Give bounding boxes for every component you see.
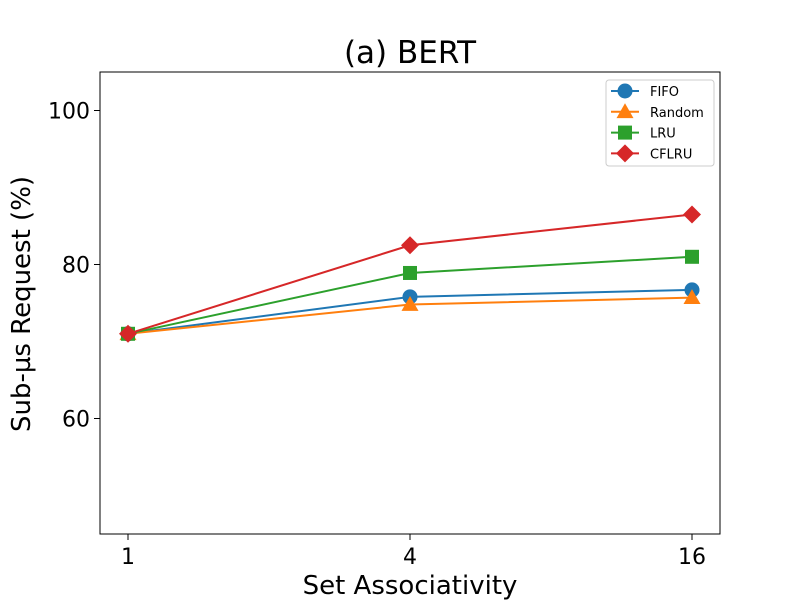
data-point — [119, 324, 137, 343]
legend-marker — [616, 144, 634, 163]
legend-label: LRU — [650, 127, 676, 142]
data-point — [401, 236, 419, 255]
data-point — [683, 289, 701, 304]
legend-box — [605, 79, 715, 167]
legend-marker — [617, 83, 633, 99]
x-tick-label: 4 — [403, 545, 417, 570]
chart-title: (a) BERT — [344, 35, 477, 71]
legend-label: CFLRU — [650, 147, 692, 162]
legend-label: FIFO — [650, 85, 679, 100]
data-point — [685, 249, 699, 264]
legend-item: FIFO — [611, 83, 679, 100]
legend-marker — [618, 125, 632, 140]
x-axis-label: Set Associativity — [303, 571, 518, 600]
data-point — [403, 265, 417, 280]
y-tick-label: 80 — [62, 254, 90, 279]
legend-item: LRU — [611, 125, 676, 142]
y-axis: 60 80 100 — [48, 100, 100, 433]
legend-item: CFLRU — [611, 144, 692, 163]
legend-marker — [616, 103, 634, 119]
data-point — [401, 296, 419, 311]
y-axis-label: Sub-µs Request (%) — [7, 176, 37, 432]
data-point — [683, 205, 701, 224]
y-tick-label: 60 — [62, 408, 90, 433]
legend-item: Random — [611, 103, 704, 121]
legend-label: Random — [650, 106, 704, 121]
series-cflru — [119, 205, 701, 343]
x-tick-label: 1 — [121, 545, 135, 570]
legend: FIFO Random LRU CFLRU — [605, 79, 715, 167]
series-fifo — [120, 282, 700, 342]
y-tick-label: 100 — [48, 100, 90, 125]
x-axis: 1 4 16 — [121, 534, 706, 570]
series-random — [119, 289, 701, 341]
x-tick-label: 16 — [678, 545, 706, 570]
